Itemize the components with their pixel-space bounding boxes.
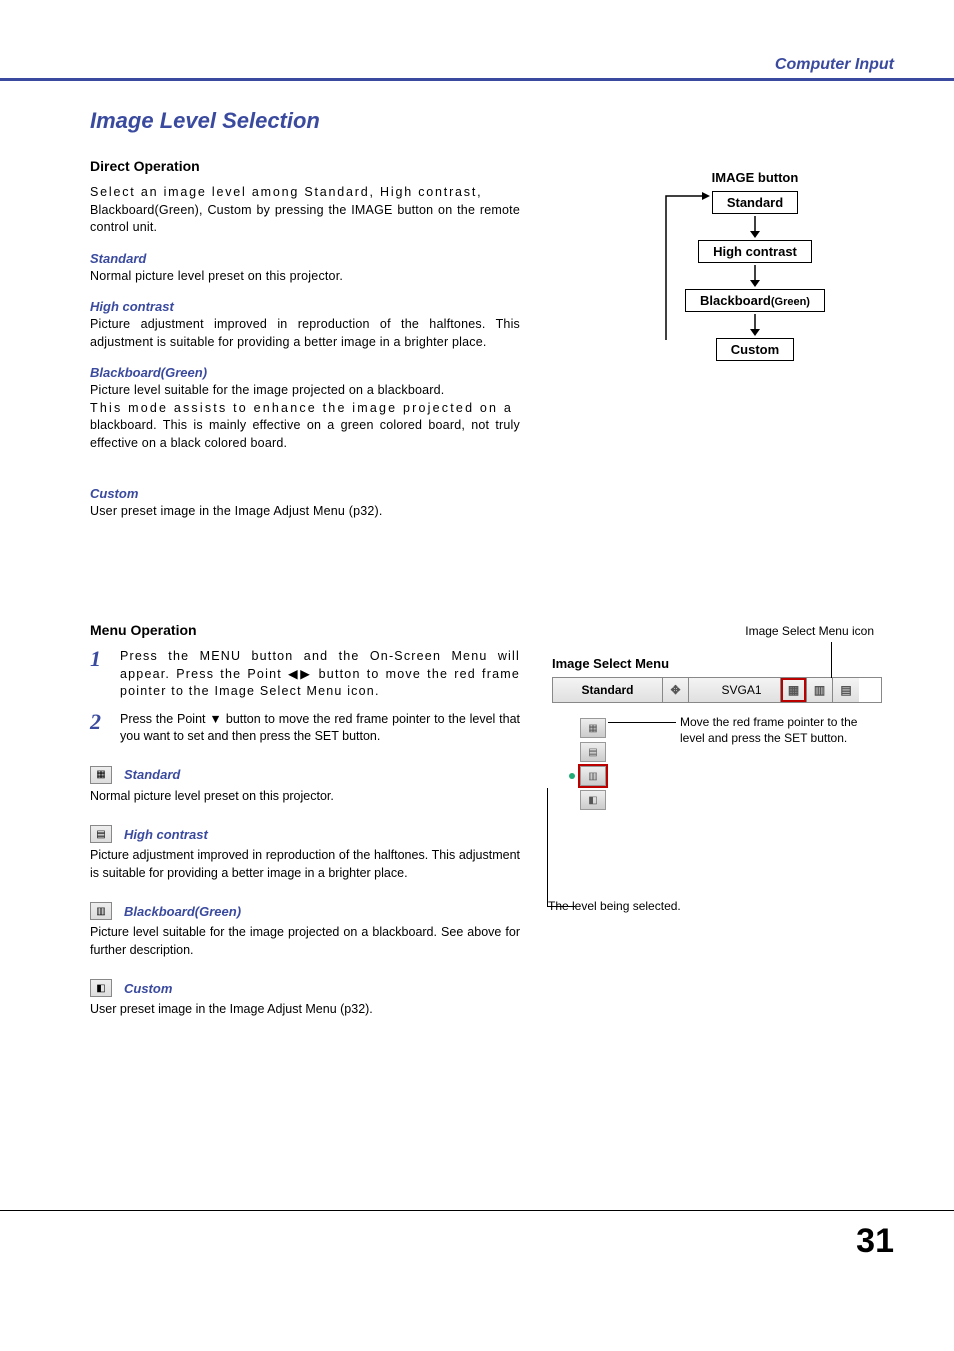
leader-line — [831, 642, 832, 678]
menu-heading: Menu Operation — [90, 622, 520, 638]
menu-tab-icon: ▤ — [833, 678, 859, 702]
icon-sub-blackboard: ▥ Blackboard(Green) — [90, 902, 520, 920]
page-title: Image Level Selection — [90, 108, 320, 134]
icon-sub-custom-text: User preset image in the Image Adjust Me… — [90, 1001, 520, 1019]
icon-sub-standard-label: Standard — [124, 767, 180, 782]
icon-sub-custom-label: Custom — [124, 981, 172, 996]
image-select-menu-figure: Image Select Menu icon Image Select Menu… — [552, 624, 892, 703]
sub-custom-text: User preset image in the Image Adjust Me… — [90, 503, 520, 521]
selection-indicator-icon — [569, 773, 575, 779]
menu-bar: Standard ✥ SVGA1 ▦ ▥ ▤ — [552, 677, 882, 703]
menu-nav-icon: ✥ — [663, 678, 689, 702]
icon-sub-custom: ◧ Custom — [90, 979, 520, 997]
diagram-title: IMAGE button — [640, 170, 870, 185]
highcontrast-level-icon: ▤ — [90, 825, 112, 843]
standard-level-icon: ▦ — [90, 766, 112, 784]
level-custom-icon: ◧ — [580, 790, 606, 810]
step-2-text: Press the Point ▼ button to move the red… — [120, 711, 520, 746]
section-header: Computer Input — [775, 56, 894, 74]
menu-tab-icon: ▥ — [807, 678, 833, 702]
icon-sub-blackboard-text: Picture level suitable for the image pro… — [90, 924, 520, 959]
icon-sub-standard: ▦ Standard — [90, 766, 520, 784]
header-rule — [0, 78, 954, 81]
icon-sub-highcontrast: ▤ High contrast — [90, 825, 520, 843]
menu-hint-text: Move the red frame pointer to the level … — [680, 714, 880, 746]
sub-standard-text: Normal picture level preset on this proj… — [90, 268, 520, 286]
level-standard-icon: ▦ — [580, 718, 606, 738]
image-button-diagram: IMAGE button Standard High contrast Blac… — [640, 170, 870, 361]
menu-resolution: SVGA1 — [689, 678, 781, 702]
sub-custom: Custom — [90, 486, 520, 501]
sub-highcontrast: High contrast — [90, 299, 520, 314]
sub-blackboard-text3: blackboard. This is mainly effective on … — [90, 417, 520, 452]
icon-sub-highcontrast-label: High contrast — [124, 827, 208, 842]
sub-standard: Standard — [90, 251, 520, 266]
level-highcontrast-icon: ▤ — [580, 742, 606, 762]
footer-rule — [0, 1210, 954, 1211]
sub-blackboard-text1: Picture level suitable for the image pro… — [90, 382, 520, 400]
step-2-number: 2 — [90, 711, 120, 746]
step-1: 1 Press the MENU button and the On-Scree… — [90, 648, 520, 701]
menu-figure-title: Image Select Menu — [552, 656, 892, 671]
page-number: 31 — [856, 1222, 894, 1261]
image-select-menu-icon: ▦ — [781, 678, 807, 702]
icon-sub-blackboard-label: Blackboard(Green) — [124, 904, 241, 919]
blackboard-level-icon: ▥ — [90, 902, 112, 920]
icon-sub-highcontrast-text: Picture adjustment improved in reproduct… — [90, 847, 520, 882]
custom-level-icon: ◧ — [90, 979, 112, 997]
icon-sub-standard-text: Normal picture level preset on this proj… — [90, 788, 520, 806]
sub-highcontrast-text: Picture adjustment improved in reproduct… — [90, 316, 520, 351]
step-1-number: 1 — [90, 648, 120, 701]
direct-heading: Direct Operation — [90, 158, 520, 174]
step-2: 2 Press the Point ▼ button to move the r… — [90, 711, 520, 746]
selected-level-label: The level being selected. — [548, 899, 768, 913]
menu-current-level: Standard — [553, 678, 663, 702]
leader-line — [608, 722, 676, 723]
step-1-text: Press the MENU button and the On-Screen … — [120, 648, 520, 701]
menu-operation-section: Menu Operation 1 Press the MENU button a… — [90, 622, 520, 1019]
menu-icon-label: Image Select Menu icon — [745, 624, 874, 638]
diag-box-custom: Custom — [716, 338, 794, 361]
level-blackboard-icon: ▥ — [580, 766, 606, 786]
sub-blackboard: Blackboard(Green) — [90, 365, 520, 380]
direct-intro-2: Blackboard(Green), Custom by pressing th… — [90, 202, 520, 237]
sub-blackboard-text2: This mode assists to enhance the image p… — [90, 400, 520, 418]
diag-box-highcontrast: High contrast — [698, 240, 812, 263]
direct-operation-section: Direct Operation Select an image level a… — [90, 158, 520, 521]
loop-arrow-icon — [658, 188, 710, 348]
level-icon-column: ▦ ▤ ▥ ◧ — [580, 718, 606, 814]
leader-line — [547, 788, 548, 906]
diag-box-standard: Standard — [712, 191, 798, 214]
direct-intro: Select an image level among Standard, Hi… — [90, 184, 520, 202]
